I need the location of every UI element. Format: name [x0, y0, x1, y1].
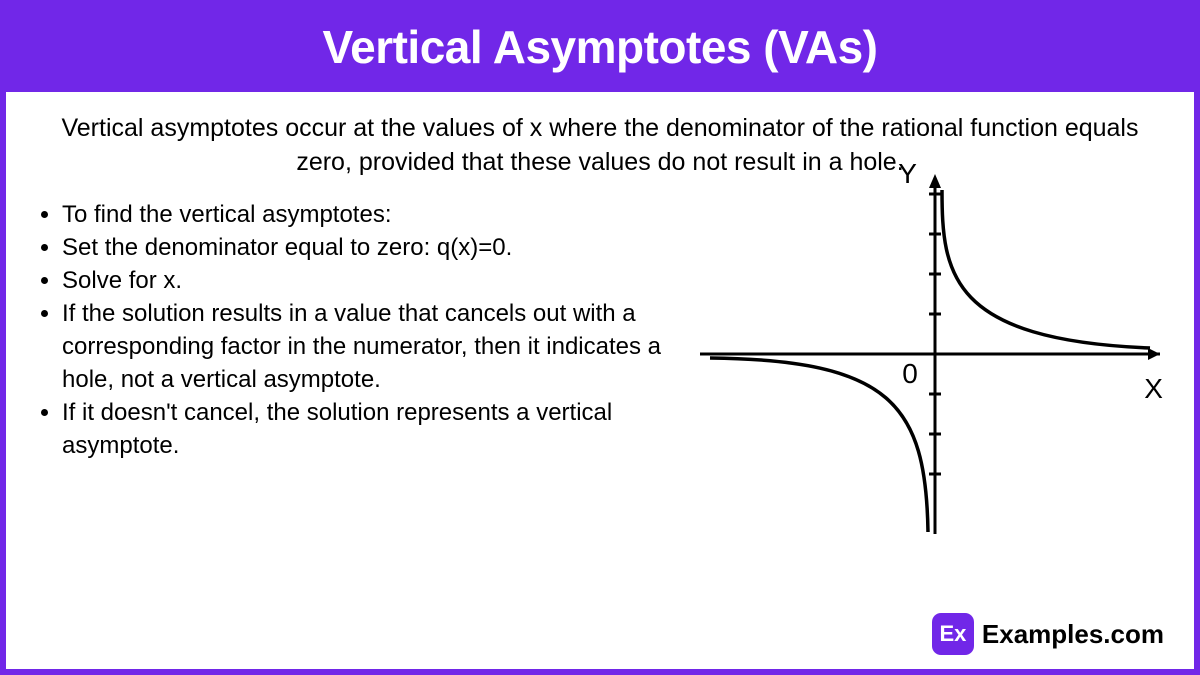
- y-arrow-up-icon: [929, 174, 941, 188]
- list-item: Set the denominator equal to zero: q(x)=…: [62, 231, 690, 264]
- curve-branch-2: [710, 358, 928, 532]
- x-arrow-icon: [1148, 348, 1160, 360]
- header-title: Vertical Asymptotes (VAs): [6, 6, 1194, 92]
- card-container: Vertical Asymptotes (VAs) Vertical asymp…: [0, 0, 1200, 675]
- brand-badge-icon: Ex: [932, 613, 974, 655]
- brand-footer: Ex Examples.com: [932, 613, 1164, 655]
- brand-name: Examples.com: [982, 619, 1164, 650]
- list-item: To find the vertical asymptotes:: [62, 198, 690, 231]
- curve-branch-1: [942, 190, 1150, 348]
- content-area: Vertical asymptotes occur at the values …: [6, 92, 1194, 669]
- body-row: To find the vertical asymptotes: Set the…: [36, 198, 1164, 656]
- graph-area: Y X 0: [700, 198, 1164, 656]
- list-item: If the solution results in a value that …: [62, 297, 690, 396]
- list-item: If it doesn't cancel, the solution repre…: [62, 396, 690, 462]
- hyperbola-graph: [700, 154, 1180, 554]
- list-item: Solve for x.: [62, 264, 690, 297]
- bullet-list: To find the vertical asymptotes: Set the…: [36, 198, 690, 656]
